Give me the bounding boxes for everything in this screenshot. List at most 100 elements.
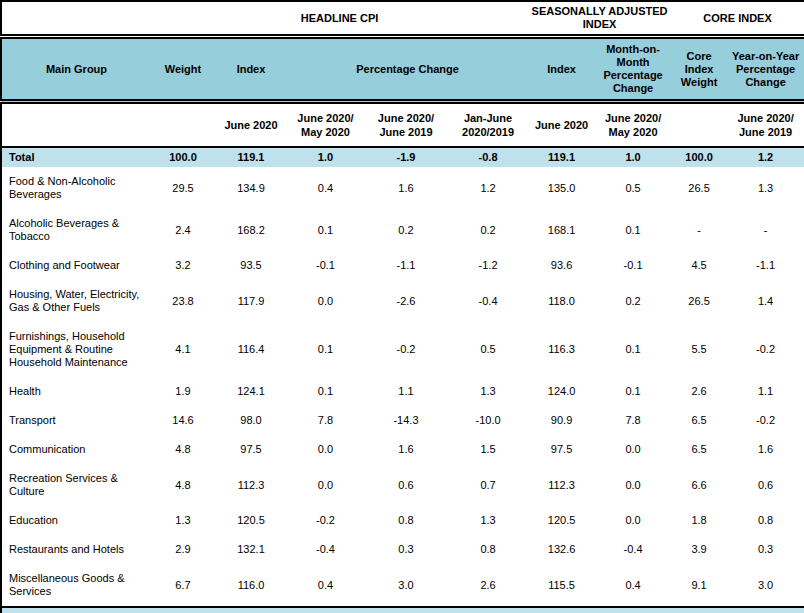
cell-value: 116.3 bbox=[528, 322, 595, 377]
group-header-headline-cpi: HEADLINE CPI bbox=[151, 1, 528, 37]
cell-value: 0.0 bbox=[595, 464, 671, 506]
cell-value: 7.8 bbox=[287, 406, 364, 435]
cell-value: 0.2 bbox=[595, 280, 671, 322]
table-row: Education1.3120.5-0.20.81.3120.50.01.80.… bbox=[1, 506, 804, 535]
cell-value: - bbox=[727, 607, 804, 613]
column-header-percentage-change: Percentage Change bbox=[287, 37, 528, 102]
table-row: Recreation Services & Culture4.8112.30.0… bbox=[1, 464, 804, 506]
cell-value: 1.0 bbox=[287, 147, 364, 167]
cell-value: 0.6 bbox=[364, 464, 448, 506]
table-header: HEADLINE CPI SEASONALLY ADJUSTED INDEX C… bbox=[1, 1, 804, 147]
table-row: Health1.9124.10.11.11.3124.00.12.61.1 bbox=[1, 377, 804, 406]
cell-value: 1.4 bbox=[727, 280, 804, 322]
cell-value: 1.2 bbox=[727, 147, 804, 167]
cell-value: 1.3 bbox=[727, 167, 804, 209]
cell-value: 14.6 bbox=[151, 406, 215, 435]
cell-value: 112.3 bbox=[215, 464, 287, 506]
cell-value: 0.3 bbox=[727, 535, 804, 564]
cell-value: -0.8 bbox=[448, 147, 528, 167]
cell-value: 132.6 bbox=[528, 535, 595, 564]
column-header-core-yoy: Year-on-Year Percentage Change bbox=[727, 37, 804, 102]
cell-value: 0.6 bbox=[727, 464, 804, 506]
column-header-index: Index bbox=[215, 37, 287, 102]
cell-value: 0.5 bbox=[448, 322, 528, 377]
cell-value: 0.2 bbox=[448, 209, 528, 251]
cell-value: 6.5 bbox=[671, 435, 727, 464]
cell-value: 0.1 bbox=[287, 322, 364, 377]
period-sa-june2020-may2020: June 2020/ May 2020 bbox=[595, 102, 671, 148]
column-header-weight: Weight bbox=[151, 37, 215, 102]
cell-value: 0.7 bbox=[448, 464, 528, 506]
cell-value: 26.5 bbox=[671, 280, 727, 322]
cell-value: 6.5 bbox=[671, 406, 727, 435]
cell-value: 0.4 bbox=[595, 564, 671, 607]
column-header-main-group: Main Group bbox=[1, 37, 151, 102]
column-header-row: Main Group Weight Index Percentage Chang… bbox=[1, 37, 804, 102]
cell-value: -0.1 bbox=[287, 251, 364, 280]
row-label: Transport bbox=[1, 406, 151, 435]
cell-value: -14.3 bbox=[364, 406, 448, 435]
cell-value: 2.9 bbox=[151, 535, 215, 564]
cell-value: 6.7 bbox=[151, 564, 215, 607]
cell-value: 112.5 bbox=[215, 607, 287, 613]
cell-value: 0.5 bbox=[595, 167, 671, 209]
cell-value: -3.6 bbox=[364, 607, 448, 613]
cell-value: 0.4 bbox=[287, 167, 364, 209]
row-label: Clothing and Footwear bbox=[1, 251, 151, 280]
cell-value: 119.1 bbox=[215, 147, 287, 167]
cell-value: 0.0 bbox=[287, 435, 364, 464]
cell-value: 1.3 bbox=[448, 506, 528, 535]
row-label: Non-Food bbox=[1, 607, 151, 613]
period-header-row: June 2020 June 2020/ May 2020 June 2020/… bbox=[1, 102, 804, 148]
cell-value: 0.8 bbox=[727, 506, 804, 535]
period-blank bbox=[1, 102, 151, 148]
period-blank bbox=[151, 102, 215, 148]
cell-value: 115.5 bbox=[528, 564, 595, 607]
cell-value: 1.6 bbox=[364, 167, 448, 209]
cell-value: 1.8 bbox=[671, 506, 727, 535]
cell-value: 0.0 bbox=[287, 464, 364, 506]
period-core-june2020-june2019: June 2020/ June 2019 bbox=[727, 102, 804, 148]
cell-value: 6.6 bbox=[671, 464, 727, 506]
cell-value: 0.0 bbox=[595, 506, 671, 535]
period-june2020-june2019: June 2020/ June 2019 bbox=[364, 102, 448, 148]
cell-value: - bbox=[595, 607, 671, 613]
cell-value: 124.0 bbox=[528, 377, 595, 406]
cell-value: 116.0 bbox=[215, 564, 287, 607]
table-row: Communication4.897.50.01.61.597.50.06.51… bbox=[1, 435, 804, 464]
row-label: Communication bbox=[1, 435, 151, 464]
group-header-row: HEADLINE CPI SEASONALLY ADJUSTED INDEX C… bbox=[1, 1, 804, 37]
cell-value: 119.1 bbox=[528, 147, 595, 167]
cell-value: 3.0 bbox=[727, 564, 804, 607]
cell-value: 23.8 bbox=[151, 280, 215, 322]
cell-value: 4.5 bbox=[671, 251, 727, 280]
group-header-core-index: CORE INDEX bbox=[671, 1, 804, 37]
cell-value: 5.5 bbox=[671, 322, 727, 377]
cell-value: 0.1 bbox=[287, 209, 364, 251]
row-label: Education bbox=[1, 506, 151, 535]
cell-value: 0.1 bbox=[595, 322, 671, 377]
cell-value: 118.0 bbox=[528, 280, 595, 322]
column-header-core-weight: Core Index Weight bbox=[671, 37, 727, 102]
period-june2020-may2020: June 2020/ May 2020 bbox=[287, 102, 364, 148]
cell-value: 4.8 bbox=[151, 435, 215, 464]
cell-value: 3.0 bbox=[364, 564, 448, 607]
cell-value: 0.0 bbox=[287, 280, 364, 322]
cell-value: 1.1 bbox=[364, 377, 448, 406]
row-label: Total bbox=[1, 147, 151, 167]
cell-value: 29.5 bbox=[151, 167, 215, 209]
cell-value: 1.1 bbox=[727, 377, 804, 406]
cell-value: -1.8 bbox=[448, 607, 528, 613]
column-header-sa-index: Index bbox=[528, 37, 595, 102]
cell-value: -2.6 bbox=[364, 280, 448, 322]
table-row: Clothing and Footwear3.293.5-0.1-1.1-1.2… bbox=[1, 251, 804, 280]
cell-value: -0.4 bbox=[287, 535, 364, 564]
cell-value: 26.5 bbox=[671, 167, 727, 209]
table-row: Restaurants and Hotels2.9132.1-0.40.30.8… bbox=[1, 535, 804, 564]
cell-value: 0.1 bbox=[595, 209, 671, 251]
cell-value: 120.5 bbox=[528, 506, 595, 535]
table-row: Alcoholic Beverages & Tobacco2.4168.20.1… bbox=[1, 209, 804, 251]
cell-value: 1.6 bbox=[364, 435, 448, 464]
cell-value: 1.3 bbox=[287, 607, 364, 613]
cell-value: 4.1 bbox=[151, 322, 215, 377]
